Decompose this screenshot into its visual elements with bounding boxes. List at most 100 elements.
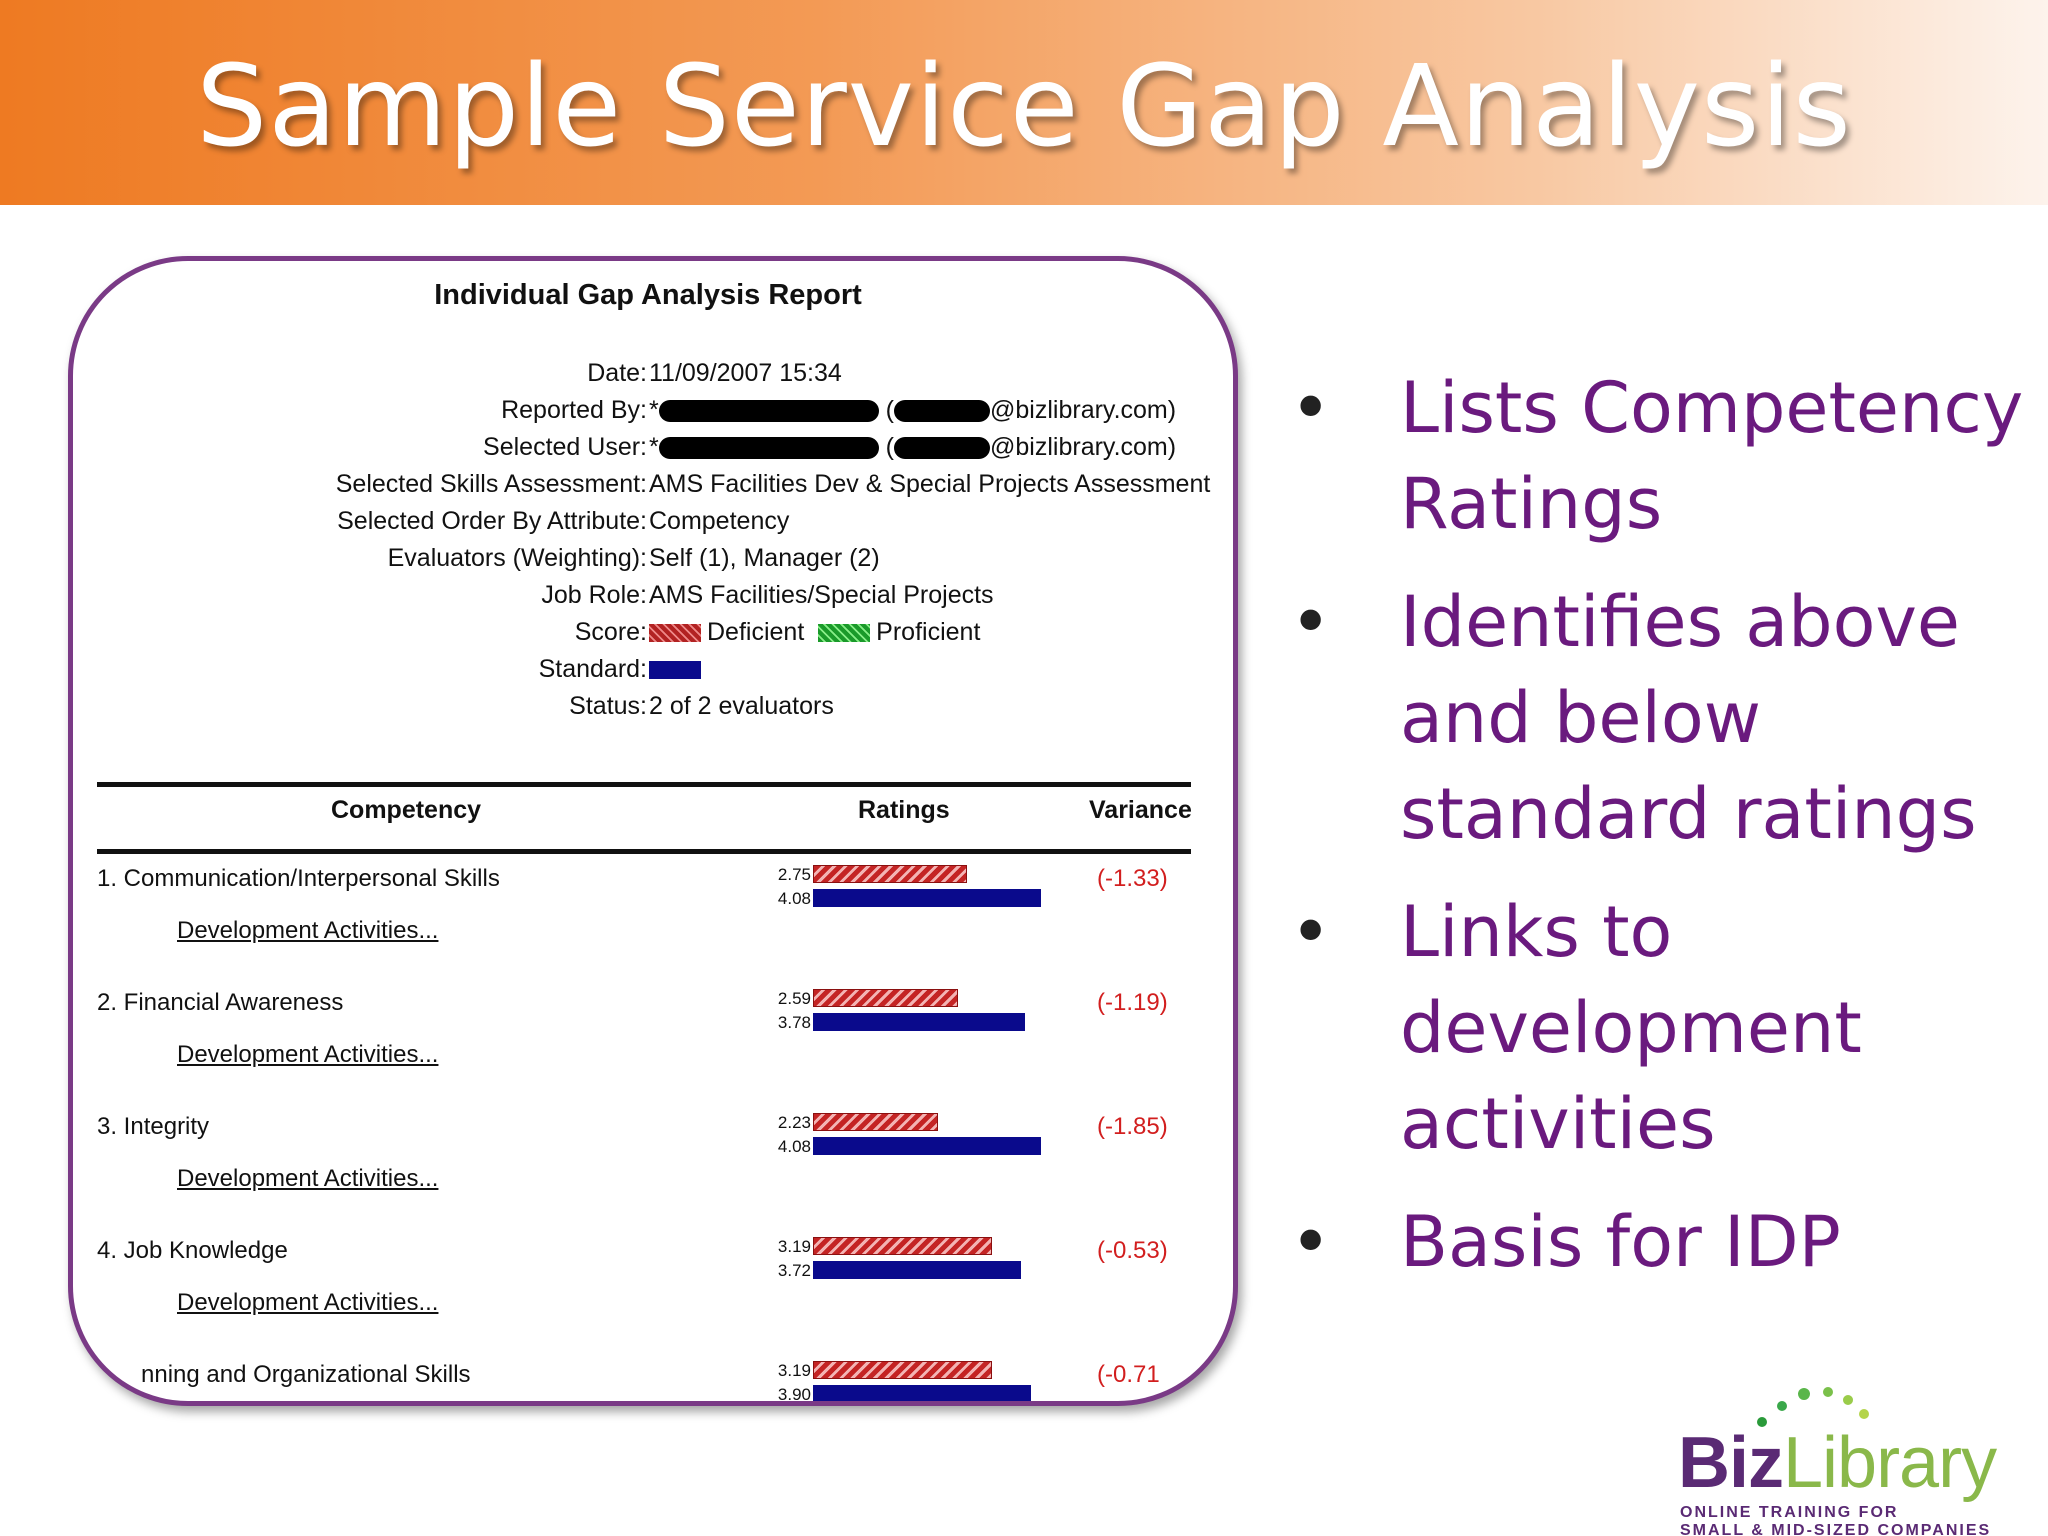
competency-row: 1. Communication/Interpersonal Skills Dev… <box>97 865 1197 989</box>
column-header-ratings: Ratings <box>858 796 950 824</box>
score-value: 2.75 <box>777 865 811 884</box>
meta-standard: Standard: <box>73 655 1233 689</box>
standard-bar <box>813 889 1041 907</box>
meta-label: Standard: <box>538 655 647 683</box>
column-header-competency: Competency <box>331 796 482 824</box>
meta-selected-user: Selected User: * (@bizlibrary.com) <box>73 433 1233 467</box>
meta-value: AMS Facilities Dev & Special Projects As… <box>649 470 1211 498</box>
standard-bar <box>813 1261 1021 1279</box>
standard-value: 4.08 <box>777 1137 811 1156</box>
bullet-item: • Identifies above and below standard rat… <box>1290 574 2030 862</box>
variance-value: (-0.71 <box>1097 1361 1160 1388</box>
meta-reported-by: Reported By: * (@bizlibrary.com) <box>73 396 1233 430</box>
variance-value: (-1.19) <box>1097 989 1168 1016</box>
bullet-text: Basis for IDP <box>1400 1201 1841 1283</box>
email-suffix: @bizlibrary.com) <box>990 433 1177 461</box>
development-activities-link[interactable]: Development Activities... <box>177 1165 439 1192</box>
score-value: 3.19 <box>777 1237 811 1256</box>
competency-row: 2. Financial Awareness Development Activi… <box>97 989 1197 1113</box>
meta-label: Selected Skills Assessment: <box>335 470 647 498</box>
meta-evaluators: Evaluators (Weighting): Self (1), Manage… <box>73 544 1233 578</box>
score-value: 3.19 <box>777 1361 811 1380</box>
meta-value: AMS Facilities/Special Projects <box>649 581 994 609</box>
standard-bar <box>813 1013 1025 1031</box>
standard-value: 4.08 <box>777 889 811 908</box>
variance-value: (-1.33) <box>1097 865 1168 892</box>
bullet-dot-icon: • <box>1290 581 1332 663</box>
meta-label: Job Role: <box>541 581 647 609</box>
bullet-dot-icon: • <box>1290 367 1332 449</box>
email-suffix: @bizlibrary.com) <box>990 396 1177 424</box>
standard-swatch <box>649 661 701 680</box>
meta-value: * (@bizlibrary.com) <box>649 433 1177 461</box>
redaction-block <box>658 437 879 460</box>
gap-analysis-report: Individual Gap Analysis Report Date: 11/… <box>73 261 1233 1404</box>
redact-prefix: * <box>649 433 659 461</box>
meta-label: Score: <box>574 618 647 646</box>
score-bar <box>813 989 958 1007</box>
bullet-text: Lists Competency Ratings <box>1400 367 2024 545</box>
meta-label: Reported By: <box>501 396 647 424</box>
meta-label: Selected Order By Attribute: <box>337 507 647 535</box>
meta-score: Score: Deficient Proficient <box>73 618 1233 652</box>
meta-label: Selected User: <box>483 433 647 461</box>
bullet-list: • Lists Competency Ratings • Identifies abo… <box>1290 360 2030 1312</box>
logo-library: Library <box>1783 1423 1997 1503</box>
column-header-variance: Variance <box>1089 796 1192 824</box>
bullet-dot-icon: • <box>1290 891 1332 973</box>
redaction-block <box>658 400 879 423</box>
standard-value: 3.78 <box>777 1013 811 1032</box>
table-header-rule <box>97 849 1191 854</box>
logo-wordmark: BizLibrary <box>1678 1422 1997 1504</box>
meta-assessment: Selected Skills Assessment: AMS Faciliti… <box>73 470 1233 504</box>
bullet-text: Links to development activities <box>1400 891 1862 1165</box>
logo-tagline-1: ONLINE TRAINING FOR <box>1680 1504 1899 1521</box>
report-frame: Individual Gap Analysis Report Date: 11/… <box>68 256 1238 1406</box>
meta-date: Date: 11/09/2007 15:34 <box>73 359 1233 393</box>
logo-tagline-2: SMALL & MID-SIZED COMPANIES <box>1680 1522 1992 1536</box>
deficient-swatch <box>649 624 701 643</box>
bizlibrary-logo: BizLibrary ONLINE TRAINING FOR SMALL & M… <box>1668 1380 2028 1536</box>
bullet-dot-icon: • <box>1290 1201 1332 1283</box>
meta-value: * (@bizlibrary.com) <box>649 396 1177 424</box>
meta-order-by: Selected Order By Attribute: Competency <box>73 507 1233 541</box>
competency-name: nning and Organizational Skills <box>141 1361 471 1388</box>
redact-prefix: * <box>649 396 659 424</box>
bullet-text: Identifies above and below standard rati… <box>1400 581 1977 855</box>
development-activities-link[interactable]: Development Activities... <box>177 917 439 944</box>
meta-job-role: Job Role: AMS Facilities/Special Project… <box>73 581 1233 615</box>
redaction-block <box>894 437 991 460</box>
score-bar <box>813 865 967 883</box>
competency-row: 3. Integrity Development Activities... 2.2… <box>97 1113 1197 1237</box>
meta-label: Evaluators (Weighting): <box>387 544 647 572</box>
competency-name: 3. Integrity <box>97 1113 210 1140</box>
score-value: 2.23 <box>777 1113 811 1132</box>
meta-value <box>649 655 707 684</box>
score-value: 2.59 <box>777 989 811 1008</box>
development-activities-link[interactable]: Development Activities... <box>177 1289 439 1316</box>
standard-value: 3.72 <box>777 1261 811 1280</box>
bullet-item: • Lists Competency Ratings <box>1290 360 2030 552</box>
variance-value: (-0.53) <box>1097 1237 1168 1264</box>
meta-status: Status: 2 of 2 evaluators <box>73 692 1233 726</box>
competency-row: nning and Organizational Skills 3.19 3.90 (… <box>97 1361 1197 1404</box>
bullet-item: • Links to development activities <box>1290 884 2030 1172</box>
meta-value: Competency <box>649 507 790 535</box>
meta-value: Self (1), Manager (2) <box>649 544 880 572</box>
meta-value: 2 of 2 evaluators <box>649 692 834 720</box>
score-bar <box>813 1237 992 1255</box>
meta-label: Date: <box>587 359 647 387</box>
development-activities-link[interactable]: Development Activities... <box>177 1041 439 1068</box>
standard-bar <box>813 1137 1041 1155</box>
competency-name: 1. Communication/Interpersonal Skills <box>97 865 500 892</box>
logo-dots-icon <box>1757 1387 1869 1427</box>
score-bar <box>813 1113 938 1131</box>
standard-value: 3.90 <box>777 1385 811 1404</box>
table-top-rule <box>97 782 1191 787</box>
meta-value: Deficient Proficient <box>649 618 980 647</box>
competency-name: 4. Job Knowledge <box>97 1237 288 1264</box>
competency-name: 2. Financial Awareness <box>97 989 344 1016</box>
deficient-legend: Deficient <box>707 618 805 646</box>
proficient-swatch <box>818 624 871 643</box>
bullet-item: • Basis for IDP <box>1290 1194 2030 1290</box>
